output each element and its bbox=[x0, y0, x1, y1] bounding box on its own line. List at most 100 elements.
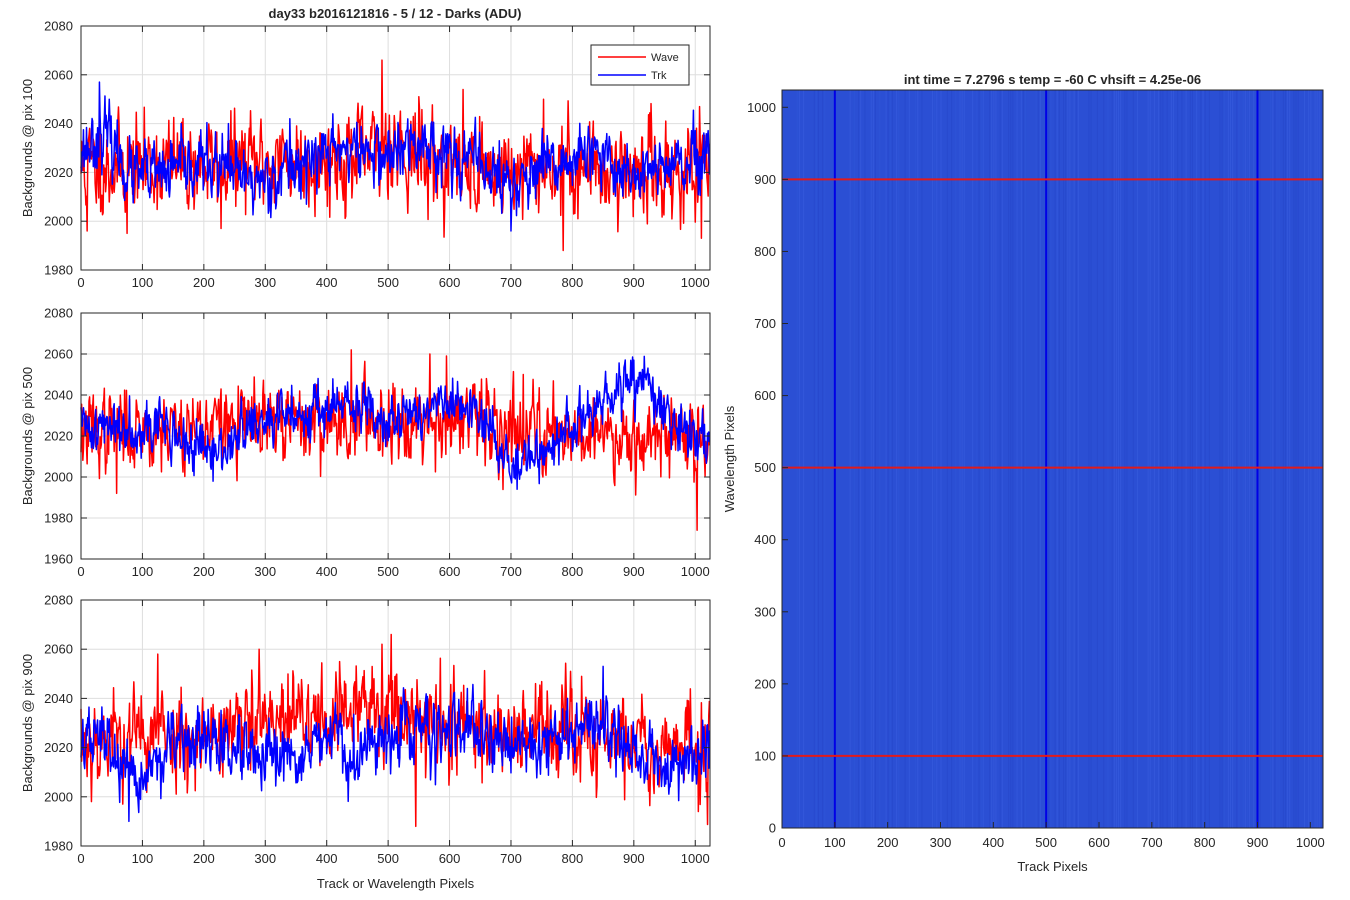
x-tick-label: 300 bbox=[254, 851, 276, 866]
image-column bbox=[1088, 90, 1090, 828]
x-tick-label: 200 bbox=[193, 564, 215, 579]
image-column bbox=[1253, 90, 1255, 828]
y-axis-label: Backgrounds @ pix 500 bbox=[20, 367, 35, 505]
image-column bbox=[870, 90, 872, 828]
plot-pix-900: 0 100 200 300 400 500 600 700 800 900 1000 1980 2000… bbox=[20, 593, 711, 891]
x-tick-label: 600 bbox=[439, 564, 461, 579]
image-column bbox=[1073, 90, 1075, 828]
image-column bbox=[1204, 90, 1206, 828]
y-tick-label: 2080 bbox=[44, 306, 73, 321]
image-column bbox=[1172, 90, 1174, 828]
image-column bbox=[1065, 90, 1067, 828]
image-column bbox=[896, 90, 898, 828]
y-axis-label: Backgrounds @ pix 100 bbox=[20, 79, 35, 217]
x-tick-label: 700 bbox=[500, 851, 522, 866]
image-column bbox=[1284, 90, 1286, 828]
image-column bbox=[1297, 90, 1299, 828]
image-column bbox=[1232, 90, 1234, 828]
x-tick-label: 100 bbox=[132, 564, 154, 579]
image-column bbox=[1077, 90, 1079, 828]
x-axis-label: Track Pixels bbox=[1017, 859, 1088, 874]
image-column bbox=[936, 90, 938, 828]
image-column bbox=[1166, 90, 1168, 828]
x-tick-label: 700 bbox=[500, 564, 522, 579]
image-column bbox=[885, 90, 887, 828]
x-tick-label: 400 bbox=[316, 564, 338, 579]
y-tick-label: 2080 bbox=[44, 19, 73, 34]
image-column bbox=[1282, 90, 1284, 828]
image-column bbox=[995, 90, 997, 828]
image-column bbox=[1320, 90, 1322, 828]
image-column bbox=[858, 90, 860, 828]
image-column bbox=[908, 90, 910, 828]
image-column bbox=[1126, 90, 1128, 828]
legend-label-wave: Wave bbox=[651, 52, 679, 64]
x-tick-label: 200 bbox=[877, 835, 899, 850]
image-column bbox=[1162, 90, 1164, 828]
y-tick-label: 800 bbox=[754, 244, 776, 259]
image-column bbox=[898, 90, 900, 828]
y-tick-label: 2020 bbox=[44, 740, 73, 755]
y-tick-label: 2000 bbox=[44, 214, 73, 229]
image-column bbox=[817, 90, 819, 828]
image-column bbox=[1147, 90, 1149, 828]
image-column bbox=[1153, 90, 1155, 828]
image-column bbox=[796, 90, 798, 828]
image-column bbox=[1050, 90, 1052, 828]
y-tick-label: 2040 bbox=[44, 388, 73, 403]
image-background bbox=[782, 90, 1323, 828]
image-column bbox=[1244, 90, 1246, 828]
image-column bbox=[1137, 90, 1139, 828]
image-column bbox=[822, 90, 824, 828]
x-tick-label: 1000 bbox=[681, 851, 710, 866]
y-tick-label: 1980 bbox=[44, 511, 73, 526]
x-tick-label: 100 bbox=[132, 275, 154, 290]
y-tick-label: 1960 bbox=[44, 552, 73, 567]
x-tick-label: 1000 bbox=[1296, 835, 1325, 850]
image-column bbox=[1048, 90, 1050, 828]
image-axes-box bbox=[781, 89, 1324, 829]
image-column bbox=[989, 90, 991, 828]
image-column bbox=[864, 90, 866, 828]
image-column bbox=[1316, 90, 1318, 828]
x-tick-label: 0 bbox=[778, 835, 785, 850]
image-column bbox=[1208, 90, 1210, 828]
image-column bbox=[1010, 90, 1012, 828]
image-column bbox=[1246, 90, 1248, 828]
image-column bbox=[891, 90, 893, 828]
image-column bbox=[978, 90, 980, 828]
image-column bbox=[946, 90, 948, 828]
y-tick-label: 2060 bbox=[44, 67, 73, 82]
x-tick-label: 800 bbox=[1194, 835, 1216, 850]
image-column bbox=[1227, 90, 1229, 828]
x-tick-label: 100 bbox=[824, 835, 846, 850]
image-column bbox=[1181, 90, 1183, 828]
image-column bbox=[1219, 90, 1221, 828]
image-column bbox=[803, 90, 805, 828]
y-tick-label: 1000 bbox=[747, 100, 776, 115]
image-column bbox=[1249, 90, 1251, 828]
image-column bbox=[860, 90, 862, 828]
x-tick-label: 1000 bbox=[681, 564, 710, 579]
image-column bbox=[1058, 90, 1060, 828]
y-tick-label: 2040 bbox=[44, 116, 73, 131]
image-column bbox=[1008, 90, 1010, 828]
x-tick-label: 400 bbox=[982, 835, 1004, 850]
image-column bbox=[887, 90, 889, 828]
x-tick-label: 900 bbox=[623, 851, 645, 866]
image-column bbox=[951, 90, 953, 828]
image-column bbox=[1314, 90, 1316, 828]
image-column bbox=[1025, 90, 1027, 828]
x-tick-label: 700 bbox=[500, 275, 522, 290]
image-column bbox=[872, 90, 874, 828]
image-column bbox=[932, 90, 934, 828]
y-tick-label: 1980 bbox=[44, 839, 73, 854]
image-column bbox=[1293, 90, 1295, 828]
y-tick-label: 400 bbox=[754, 532, 776, 547]
image-column bbox=[1118, 90, 1120, 828]
image-column bbox=[1202, 90, 1204, 828]
x-tick-label: 300 bbox=[254, 275, 276, 290]
x-tick-label: 400 bbox=[316, 851, 338, 866]
y-tick-label: 300 bbox=[754, 604, 776, 619]
